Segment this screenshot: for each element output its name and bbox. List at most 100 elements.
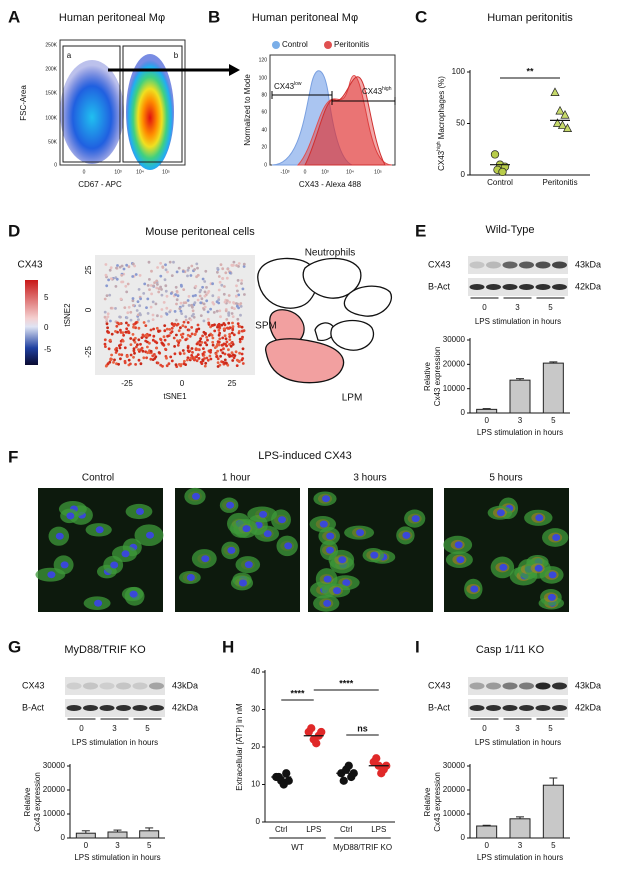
- tsne-texture: [225, 340, 229, 344]
- blot-band: [486, 261, 501, 269]
- colorbar: [25, 280, 38, 365]
- tsne-texture: [228, 335, 232, 338]
- tsne-texture: [217, 343, 221, 347]
- tsne-texture: [197, 357, 201, 360]
- tsne-texture: [115, 346, 118, 350]
- tsne-texture: [153, 281, 157, 285]
- lane-label: 0: [482, 303, 487, 312]
- tsne-texture: [118, 344, 121, 347]
- tsne-texture: [232, 263, 235, 267]
- tsne-texture: [156, 283, 159, 286]
- tick-label: 150K: [45, 90, 57, 96]
- tsne-texture: [182, 320, 186, 324]
- tsne-texture: [159, 261, 163, 265]
- tsne-texture: [191, 351, 194, 354]
- tsne-texture: [182, 288, 186, 291]
- tsne-texture: [174, 363, 178, 367]
- nucleus: [47, 571, 56, 579]
- nucleus: [326, 532, 335, 540]
- lane-label: 0: [79, 724, 84, 733]
- tsne-texture: [241, 347, 245, 351]
- tsne-texture: [196, 298, 200, 302]
- tsne-texture: [187, 350, 191, 353]
- tsne-texture: [202, 308, 206, 311]
- tsne-texture: [184, 315, 188, 319]
- bar: [542, 784, 564, 839]
- bar: [509, 818, 531, 839]
- tick-label: 0: [44, 323, 49, 332]
- tsne-texture: [238, 325, 242, 328]
- tsne-texture: [154, 302, 158, 306]
- x-tick-label: Control: [487, 178, 513, 187]
- tsne-texture: [156, 314, 159, 318]
- tick-label: 0: [83, 169, 86, 175]
- tsne-texture: [144, 339, 148, 343]
- tsne-texture: [239, 313, 242, 317]
- blot-band: [469, 261, 485, 269]
- tsne-texture: [175, 270, 179, 274]
- tick-label: 60: [261, 109, 267, 115]
- tsne-texture: [105, 320, 108, 323]
- tsne-texture: [220, 283, 224, 287]
- tsne-texture: [232, 356, 236, 360]
- tsne-texture: [218, 309, 222, 313]
- tsne-texture: [195, 342, 199, 346]
- tsne-texture: [177, 266, 181, 270]
- tsne-texture: [181, 335, 184, 339]
- blot-size-label: 42kDa: [575, 702, 601, 712]
- blot-band: [469, 682, 485, 690]
- y-tick-label: 100: [452, 67, 466, 76]
- tsne-texture: [103, 342, 107, 346]
- y-tick-label: 10000: [443, 809, 466, 818]
- data-point: [344, 761, 353, 770]
- tsne-texture: [139, 342, 142, 346]
- tsne-texture: [114, 330, 117, 333]
- tsne-texture: [122, 333, 125, 337]
- tsne-texture: [126, 330, 130, 333]
- blot-band: [486, 705, 501, 711]
- significance-label: ****: [290, 688, 305, 698]
- tsne-texture: [240, 279, 244, 282]
- tsne-texture: [205, 286, 208, 289]
- tsne-texture: [164, 347, 167, 351]
- tsne-texture: [106, 326, 109, 330]
- blot-band: [116, 705, 131, 711]
- tsne-texture: [201, 285, 205, 289]
- tsne-texture: [174, 293, 178, 296]
- tsne-texture: [227, 321, 231, 325]
- blot-band: [486, 284, 501, 290]
- tsne-texture: [237, 293, 241, 297]
- tsne-texture: [165, 364, 169, 368]
- tsne-texture: [196, 323, 200, 327]
- tsne-texture: [110, 357, 113, 361]
- tsne-texture: [221, 277, 225, 280]
- blot-row-label: B-Act: [428, 281, 451, 291]
- tsne-texture: [159, 338, 163, 342]
- tsne-texture: [181, 304, 185, 308]
- tsne-texture: [234, 350, 238, 354]
- tsne-texture: [131, 299, 135, 303]
- tsne-texture: [133, 351, 136, 355]
- y-tick-label: 0: [61, 833, 66, 842]
- bar: [509, 379, 531, 414]
- flow-density: [126, 54, 174, 170]
- tsne-texture: [109, 306, 113, 310]
- tsne-texture: [183, 359, 186, 363]
- tsne-texture: [211, 301, 215, 304]
- tsne-texture: [186, 358, 189, 362]
- tsne-texture: [217, 275, 221, 278]
- tsne-texture: [120, 273, 124, 277]
- data-point: [552, 118, 563, 127]
- tsne-texture: [151, 338, 155, 342]
- x-tick-label: 0: [484, 841, 489, 850]
- tick-label: 250K: [45, 42, 57, 48]
- tsne-texture: [181, 324, 185, 328]
- tsne-texture: [175, 318, 178, 322]
- tsne-texture: [186, 268, 190, 272]
- x-tick-label: 5: [551, 416, 556, 425]
- tsne-texture: [221, 351, 225, 355]
- tsne-texture: [149, 349, 153, 353]
- tsne-texture: [134, 363, 138, 366]
- tsne-texture: [224, 361, 228, 365]
- tsne-texture: [121, 339, 125, 343]
